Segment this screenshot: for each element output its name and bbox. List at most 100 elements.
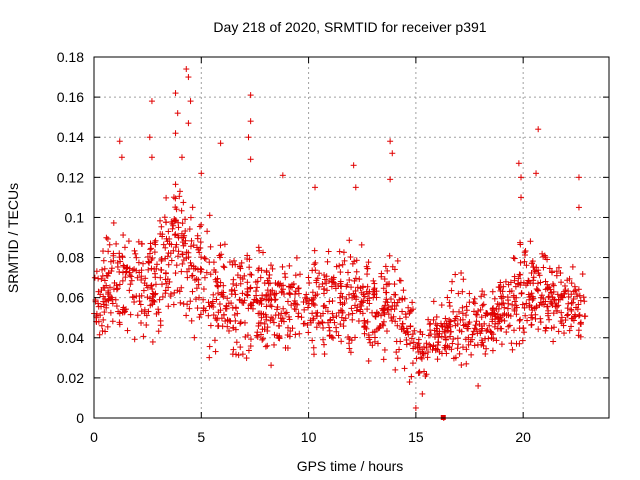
data-point bbox=[399, 295, 406, 302]
data-point bbox=[171, 217, 178, 224]
data-point bbox=[95, 303, 102, 310]
data-point bbox=[121, 263, 128, 270]
data-point bbox=[113, 303, 120, 310]
data-point bbox=[498, 316, 505, 323]
data-point bbox=[148, 282, 155, 289]
data-point bbox=[138, 308, 145, 315]
data-point bbox=[336, 262, 343, 269]
data-point bbox=[394, 322, 401, 329]
data-point bbox=[353, 257, 360, 264]
data-point bbox=[285, 283, 292, 290]
data-point bbox=[273, 290, 280, 297]
data-point bbox=[267, 302, 274, 309]
data-point bbox=[263, 303, 270, 310]
data-point bbox=[478, 293, 485, 300]
data-point bbox=[500, 300, 507, 307]
data-point bbox=[140, 333, 147, 340]
data-point bbox=[509, 301, 516, 308]
data-point bbox=[360, 297, 367, 304]
data-point bbox=[346, 345, 353, 352]
data-point bbox=[394, 257, 401, 264]
data-point bbox=[157, 274, 164, 281]
data-point bbox=[176, 188, 183, 195]
data-point bbox=[207, 322, 214, 329]
data-point bbox=[346, 291, 353, 298]
data-point bbox=[482, 350, 489, 357]
data-point bbox=[425, 349, 432, 356]
data-point bbox=[95, 275, 102, 282]
data-point bbox=[194, 266, 201, 273]
data-point bbox=[490, 335, 497, 342]
data-point bbox=[329, 310, 336, 317]
data-point bbox=[112, 296, 119, 303]
data-point bbox=[548, 289, 555, 296]
data-point bbox=[326, 332, 333, 339]
data-point bbox=[321, 272, 328, 279]
data-point bbox=[151, 249, 158, 256]
data-point bbox=[427, 343, 434, 350]
data-point bbox=[446, 299, 453, 306]
data-point bbox=[396, 296, 403, 303]
data-point bbox=[389, 150, 396, 157]
data-point bbox=[364, 271, 371, 278]
data-point bbox=[337, 299, 344, 306]
data-point bbox=[202, 255, 209, 262]
data-point bbox=[391, 266, 398, 273]
data-point bbox=[348, 337, 355, 344]
data-point bbox=[454, 321, 461, 328]
data-point bbox=[373, 294, 380, 301]
data-point bbox=[173, 262, 180, 269]
data-point bbox=[565, 293, 572, 300]
data-point bbox=[247, 336, 254, 343]
data-point bbox=[108, 265, 115, 272]
data-point bbox=[189, 288, 196, 295]
data-point bbox=[551, 324, 558, 331]
data-point bbox=[266, 271, 273, 278]
data-point bbox=[481, 291, 488, 298]
data-point bbox=[165, 228, 172, 235]
data-point bbox=[329, 298, 336, 305]
data-point bbox=[105, 248, 112, 255]
data-point bbox=[345, 334, 352, 341]
data-point bbox=[197, 311, 204, 318]
data-point bbox=[297, 271, 304, 278]
data-point bbox=[146, 134, 153, 141]
data-point bbox=[510, 327, 517, 334]
data-point bbox=[382, 289, 389, 296]
data-point bbox=[244, 288, 251, 295]
data-point bbox=[353, 307, 360, 314]
data-point bbox=[575, 286, 582, 293]
data-point bbox=[401, 365, 408, 372]
data-point bbox=[207, 243, 214, 250]
data-point bbox=[276, 322, 283, 329]
data-point bbox=[217, 140, 224, 147]
data-point bbox=[543, 325, 550, 332]
y-tick-label: 0.02 bbox=[57, 370, 84, 386]
data-point bbox=[140, 287, 147, 294]
data-point bbox=[136, 269, 143, 276]
data-point bbox=[135, 259, 142, 266]
data-point bbox=[286, 333, 293, 340]
data-point bbox=[212, 315, 219, 322]
data-point bbox=[397, 277, 404, 284]
data-point bbox=[255, 267, 262, 274]
data-point bbox=[524, 317, 531, 324]
data-point bbox=[95, 318, 102, 325]
data-point bbox=[534, 280, 541, 287]
data-point bbox=[302, 294, 309, 301]
data-point bbox=[184, 274, 191, 281]
data-point bbox=[257, 319, 264, 326]
data-point bbox=[172, 90, 179, 97]
data-point bbox=[264, 324, 271, 331]
data-point bbox=[166, 240, 173, 247]
data-point bbox=[340, 323, 347, 330]
data-point bbox=[463, 360, 470, 367]
data-point bbox=[357, 301, 364, 308]
data-point bbox=[243, 355, 250, 362]
data-point bbox=[113, 240, 120, 247]
data-point bbox=[554, 308, 561, 315]
data-point bbox=[116, 310, 123, 317]
data-point bbox=[457, 316, 464, 323]
data-point bbox=[564, 312, 571, 319]
